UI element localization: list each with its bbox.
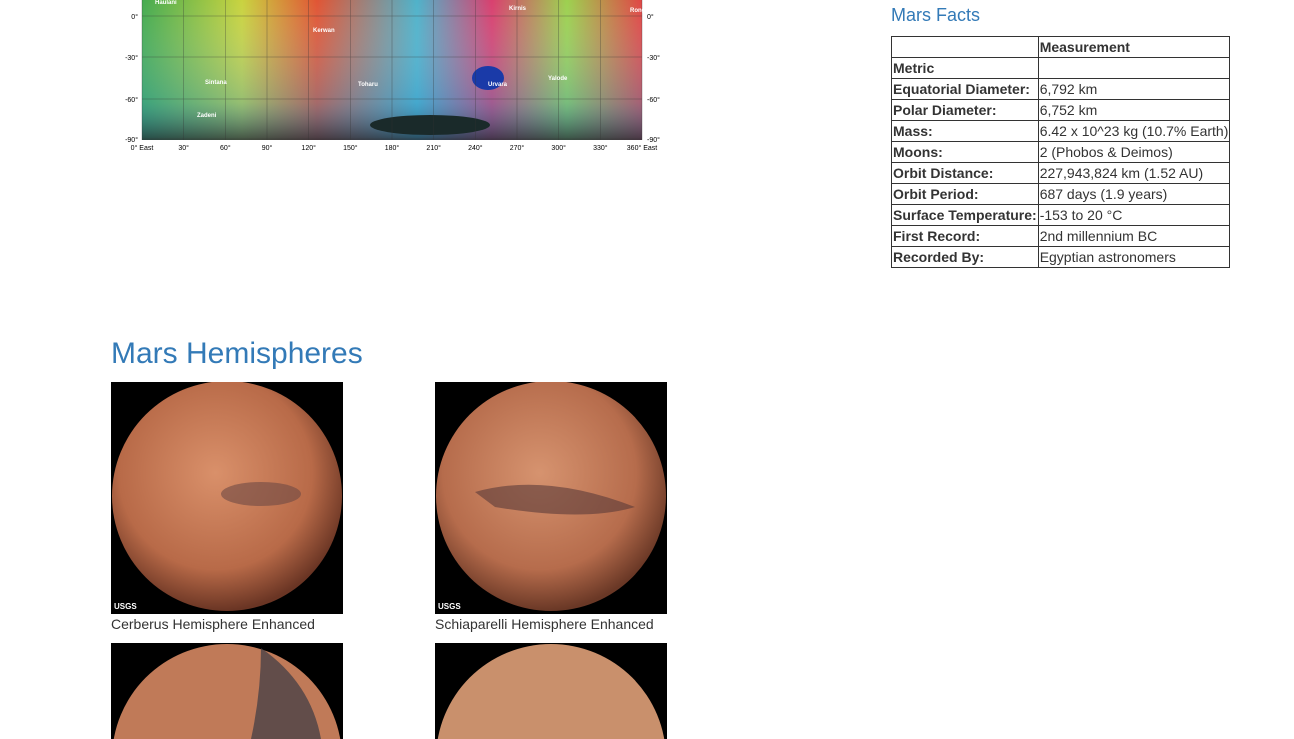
fact-label: First Record: <box>891 225 1039 247</box>
fact-value: 6.42 x 10^23 kg (10.7% Earth) <box>1037 120 1231 142</box>
feature-label: Yalode <box>548 76 568 82</box>
fact-value: 227,943,824 km (1.52 AU) <box>1037 162 1231 184</box>
lon-label: 300° <box>551 144 566 152</box>
hemisphere-image[interactable]: USGS <box>111 382 343 614</box>
lat-label: -90° <box>125 136 138 144</box>
fact-row: Orbit Distance: 227,943,824 km (1.52 AU) <box>891 162 1231 184</box>
fact-label: Moons: <box>891 141 1039 163</box>
section-title: Mars Hemispheres <box>111 337 363 370</box>
facts-title: Mars Facts <box>891 5 981 25</box>
badge: USGS <box>114 602 137 611</box>
fact-row: Mass: 6.42 x 10^23 kg (10.7% Earth) <box>891 120 1231 142</box>
fact-row: Orbit Period: 687 days (1.9 years) <box>891 183 1231 205</box>
lat-label: -90° <box>647 136 660 144</box>
fact-value: 2nd millennium BC <box>1037 225 1231 247</box>
feature-label: Kerwan <box>313 28 335 34</box>
lon-label: 330° <box>593 144 608 152</box>
lon-label: 240° <box>468 144 483 152</box>
header-cell <box>891 36 1039 58</box>
fact-label: Mass: <box>891 120 1039 142</box>
lon-label: 120° <box>301 144 316 152</box>
fact-label: Orbit Distance: <box>891 162 1039 184</box>
fact-value: 2 (Phobos & Deimos) <box>1037 141 1231 163</box>
badge: USGS <box>438 602 461 611</box>
lat-label: 0° <box>647 13 654 21</box>
hemisphere-caption[interactable]: Cerberus Hemisphere Enhanced <box>111 616 315 632</box>
lat-label: -60° <box>647 96 660 104</box>
fact-value: 6,792 km <box>1037 78 1231 100</box>
feature-label: Zadeni <box>197 113 217 119</box>
fact-value <box>1037 57 1231 79</box>
fact-row: First Record: 2nd millennium BC <box>891 225 1231 247</box>
hemisphere-image[interactable] <box>111 643 343 739</box>
lon-label: 0° East <box>131 144 154 152</box>
feature-label: Sintana <box>205 80 227 86</box>
lat-label: -30° <box>647 54 660 62</box>
lat-label: -30° <box>125 54 138 62</box>
lon-label: 60° <box>220 144 231 152</box>
lat-label: 0° <box>131 13 138 21</box>
fact-row: Metric <box>891 57 1231 79</box>
fact-label: Metric <box>891 57 1039 79</box>
fact-label: Orbit Period: <box>891 183 1039 205</box>
lon-label: 360° East <box>627 144 657 152</box>
feature-label: Haulani <box>155 0 177 6</box>
hemisphere-image[interactable] <box>435 643 667 739</box>
fact-row: Recorded By: Egyptian astronomers <box>891 246 1231 268</box>
fact-label: Equatorial Diameter: <box>891 78 1039 100</box>
fact-value: 6,752 km <box>1037 99 1231 121</box>
lon-label: 210° <box>426 144 441 152</box>
lon-label: 270° <box>510 144 525 152</box>
lon-label: 150° <box>343 144 358 152</box>
fact-label: Polar Diameter: <box>891 99 1039 121</box>
hemisphere-caption[interactable]: Schiaparelli Hemisphere Enhanced <box>435 616 654 632</box>
lat-label: -60° <box>125 96 138 104</box>
fact-value: -153 to 20 °C <box>1037 204 1231 226</box>
feature-label: Urvara <box>488 82 508 88</box>
fact-row: Polar Diameter: 6,752 km <box>891 99 1231 121</box>
header-cell: Measurement <box>1037 36 1231 58</box>
fact-value: 687 days (1.9 years) <box>1037 183 1231 205</box>
fact-label: Recorded By: <box>891 246 1039 268</box>
fact-row: Moons: 2 (Phobos & Deimos) <box>891 141 1231 163</box>
lon-label: 30° <box>178 144 189 152</box>
lon-label: 90° <box>262 144 273 152</box>
fact-value: Egyptian astronomers <box>1037 246 1231 268</box>
feature-label: Kirnis <box>509 6 527 12</box>
hemisphere-image[interactable]: USGS <box>435 382 667 614</box>
fact-row: Surface Temperature: -153 to 20 °C <box>891 204 1231 226</box>
fact-label: Surface Temperature: <box>891 204 1039 226</box>
feature-label: Rongo <box>630 8 649 14</box>
lon-label: 180° <box>385 144 400 152</box>
fact-row: Equatorial Diameter: 6,792 km <box>891 78 1231 100</box>
facts-table: Measurement Metric Equatorial Diameter: 6,… <box>891 36 1231 268</box>
map-image: 0° 0°-30° -30°-60° -60°-90° -90°0° East 30° 60… <box>125 0 660 152</box>
feature-label: Toharu <box>358 82 378 88</box>
